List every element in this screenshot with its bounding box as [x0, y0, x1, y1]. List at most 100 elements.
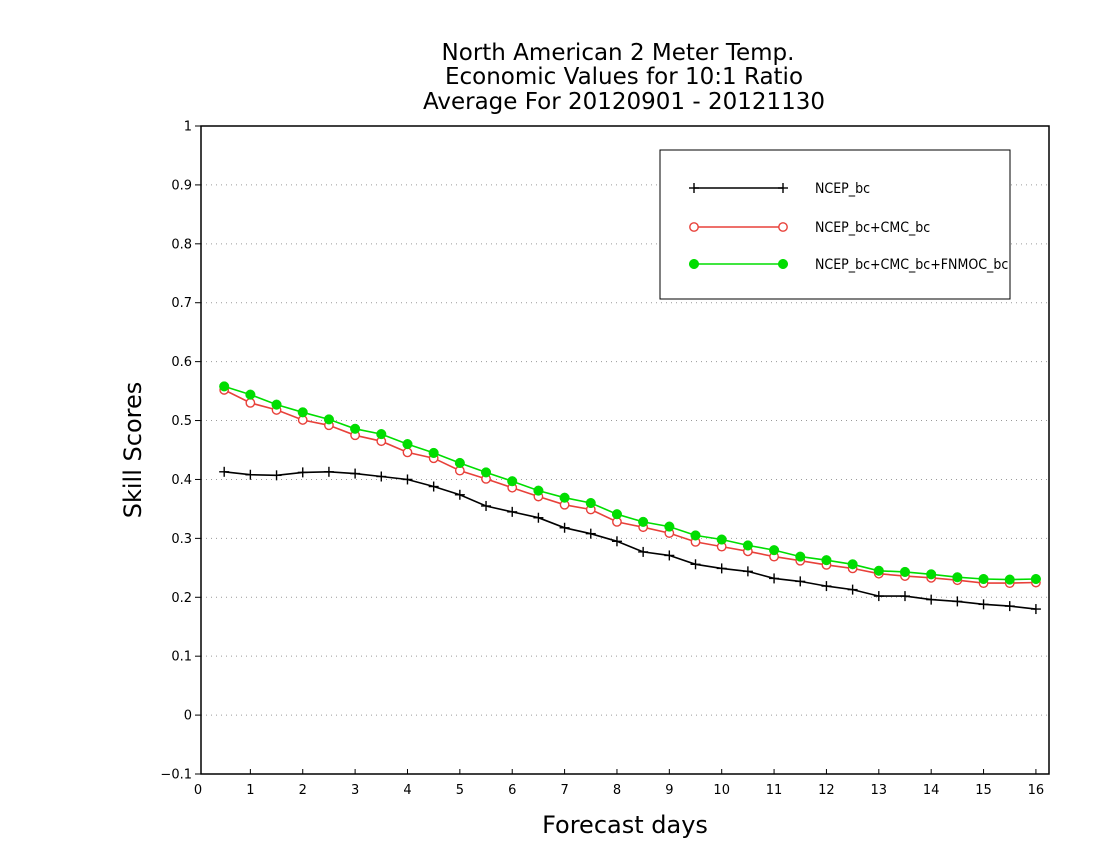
data-point: [926, 594, 937, 605]
legend-entry-3: NCEP_bc+CMC_bc+FNMOC_bc: [688, 257, 1008, 273]
series-3: [219, 381, 1041, 585]
y-tick-label: 0.9: [171, 178, 192, 193]
data-point: [271, 399, 282, 410]
data-point: [690, 559, 701, 570]
data-point: [638, 546, 649, 557]
x-tick-label: 8: [613, 783, 621, 798]
legend-marker: [777, 258, 789, 270]
x-tick-label: 11: [766, 783, 783, 798]
data-point: [1030, 604, 1041, 615]
data-point: [350, 423, 361, 434]
data-point: [533, 485, 544, 496]
x-tick-label: 9: [665, 783, 673, 798]
data-point: [480, 467, 492, 478]
data-point: [611, 536, 622, 547]
data-point: [297, 467, 308, 478]
series-1: [219, 466, 1041, 615]
data-point: [219, 381, 230, 392]
data-point: [847, 559, 858, 570]
data-point: [899, 566, 911, 577]
y-tick-label: 0.2: [171, 591, 192, 606]
data-point: [742, 566, 753, 577]
series-line: [224, 470, 1036, 610]
legend-entries: NCEP_bc NCEP_bc+CMC_bc NCEP_bc+CMC_bc+FNMO…: [688, 181, 1008, 273]
y-tick-label: −0.1: [160, 768, 192, 783]
data-point: [219, 466, 230, 477]
data-point: [323, 466, 334, 477]
data-point: [376, 429, 387, 440]
data-point: [795, 551, 806, 562]
data-point: [323, 414, 334, 425]
legend-label: NCEP_bc: [815, 181, 870, 197]
plot-frame: [200, 125, 1050, 775]
series-line: [223, 389, 1036, 584]
data-point: [1004, 574, 1015, 585]
data-point: [1004, 601, 1015, 612]
data-point: [402, 439, 413, 450]
y-tick-label: 0.8: [171, 237, 192, 252]
data-point: [873, 565, 884, 576]
y-tick-label: 0.1: [171, 650, 192, 665]
data-point: [716, 563, 727, 574]
data-point: [899, 591, 910, 602]
data-point: [952, 596, 963, 607]
data-point: [507, 506, 518, 517]
data-point: [454, 457, 465, 469]
data-point: [402, 474, 413, 485]
data-point: [978, 573, 989, 585]
data-point: [664, 550, 675, 561]
data-point: [585, 528, 596, 539]
data-point: [245, 397, 256, 408]
data-point: [611, 509, 623, 520]
x-tick-label: 3: [351, 783, 359, 798]
series-2: [219, 385, 1041, 589]
x-axis-label: Forecast days: [542, 811, 708, 839]
legend-box: [659, 149, 1011, 300]
chart-title: North American 2 Meter Temp. Economic Va…: [423, 40, 825, 115]
data-point: [428, 447, 439, 458]
data-point: [795, 576, 806, 587]
x-tick-label: 15: [975, 783, 992, 798]
y-axis-label: Skill Scores: [119, 382, 147, 519]
data-point: [271, 470, 282, 481]
x-tick-label: 2: [299, 783, 307, 798]
data-point: [559, 522, 570, 533]
data-point: [245, 469, 256, 480]
axis-ticks: −0.100.10.20.30.40.50.60.70.80.910 1 2 3 4 5 6…: [160, 120, 1044, 799]
y-tick-label: 0.6: [171, 355, 192, 370]
data-point: [481, 500, 492, 511]
y-tick-label: 0.4: [171, 473, 192, 488]
legend-marker: [689, 183, 699, 193]
data-point: [585, 497, 596, 509]
data-point: [559, 492, 570, 503]
data-point: [376, 471, 387, 482]
chart-title-line-2: Economic Values for 10:1 Ratio: [445, 64, 803, 90]
y-tick-label: 0.7: [171, 296, 192, 311]
data-point: [454, 489, 465, 500]
data-point: [847, 584, 858, 595]
data-point: [978, 599, 989, 610]
series-group: [219, 381, 1041, 615]
data-point: [350, 468, 361, 479]
data-point: [245, 389, 256, 400]
chart-title-line-3: Average For 20120901 - 20121130: [423, 89, 825, 115]
data-point: [402, 447, 413, 458]
x-tick-label: 6: [508, 783, 516, 798]
legend-marker: [689, 222, 699, 232]
series-line: [223, 385, 1036, 581]
legend: NCEP_bc NCEP_bc+CMC_bc NCEP_bc+CMC_bc+FNMO…: [659, 149, 1011, 300]
x-tick-label: 14: [923, 783, 940, 798]
data-point: [952, 572, 963, 583]
data-point: [1030, 573, 1041, 585]
y-tick-label: 0: [184, 709, 192, 724]
data-point: [297, 407, 308, 418]
x-tick-label: 12: [818, 783, 835, 798]
x-tick-label: 0: [194, 783, 202, 798]
x-tick-label: 4: [403, 783, 411, 798]
x-tick-label: 10: [713, 783, 730, 798]
data-point: [716, 534, 727, 545]
data-point: [821, 581, 832, 592]
data-point: [428, 481, 439, 492]
data-point: [638, 516, 649, 527]
